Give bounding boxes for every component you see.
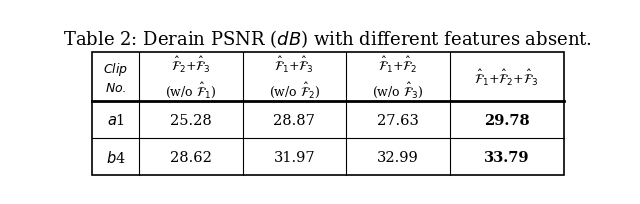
Bar — [92, 53, 564, 175]
Text: Table 2: Derain PSNR ($dB$) with different features absent.: Table 2: Derain PSNR ($dB$) with differe… — [63, 28, 593, 50]
Text: 29.78: 29.78 — [484, 113, 529, 127]
Text: 33.79: 33.79 — [484, 150, 529, 164]
Text: 27.63: 27.63 — [377, 113, 419, 127]
Text: $\hat{\mathcal{F}}_1$+$\hat{\mathcal{F}}_2$+$\hat{\mathcal{F}}_3$: $\hat{\mathcal{F}}_1$+$\hat{\mathcal{F}}… — [474, 67, 539, 87]
Text: $\hat{\mathcal{F}}_1$+$\hat{\mathcal{F}}_3$
(w/o $\hat{\mathcal{F}}_2$): $\hat{\mathcal{F}}_1$+$\hat{\mathcal{F}}… — [269, 55, 320, 100]
Text: $\hat{\mathcal{F}}_2$+$\hat{\mathcal{F}}_3$
(w/o $\hat{\mathcal{F}}_1$): $\hat{\mathcal{F}}_2$+$\hat{\mathcal{F}}… — [165, 55, 216, 100]
Text: $\mathit{Clip}$
$\mathit{No.}$: $\mathit{Clip}$ $\mathit{No.}$ — [103, 60, 128, 94]
Text: 28.87: 28.87 — [273, 113, 316, 127]
Text: $\hat{\mathcal{F}}_1$+$\hat{\mathcal{F}}_2$
(w/o $\hat{\mathcal{F}}_3$): $\hat{\mathcal{F}}_1$+$\hat{\mathcal{F}}… — [372, 55, 424, 100]
Text: $\mathit{b}$4: $\mathit{b}$4 — [106, 149, 125, 165]
Text: 31.97: 31.97 — [273, 150, 315, 164]
Text: $\mathit{a}$1: $\mathit{a}$1 — [107, 113, 125, 128]
Text: 32.99: 32.99 — [377, 150, 419, 164]
Text: 28.62: 28.62 — [170, 150, 212, 164]
Text: 25.28: 25.28 — [170, 113, 212, 127]
